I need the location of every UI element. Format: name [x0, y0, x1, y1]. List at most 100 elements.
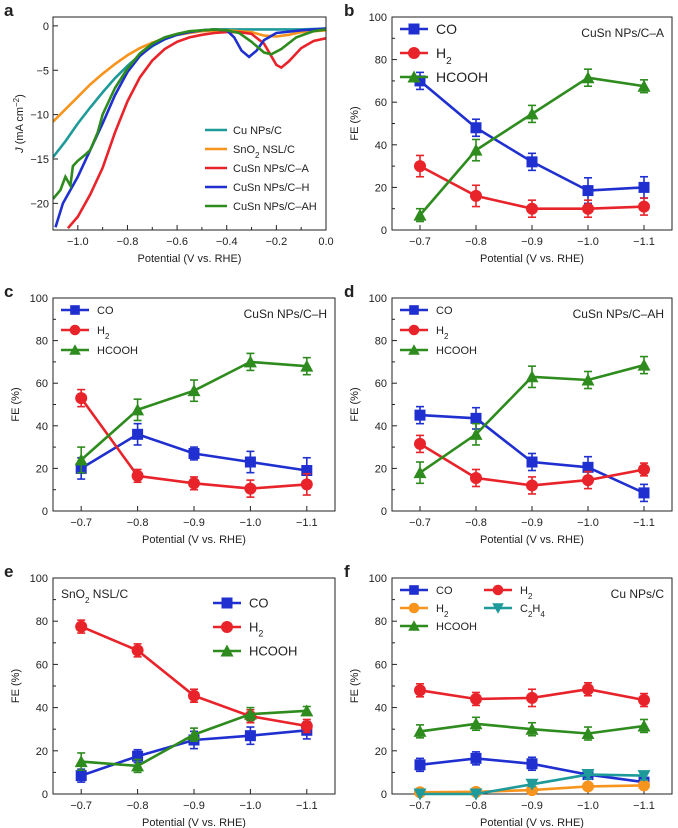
legend-marker [492, 603, 504, 614]
y-tick-label: 20 [375, 182, 387, 194]
y-tick-label: 60 [36, 659, 48, 671]
data-point [188, 477, 200, 490]
y-axis-label: FE (%) [349, 669, 361, 703]
data-point [470, 752, 482, 764]
x-tick-label: −1.0 [577, 236, 599, 248]
data-point [581, 727, 595, 740]
y-tick-label: 60 [375, 97, 387, 109]
data-point [637, 79, 651, 92]
legend-item: HCOOH [400, 344, 477, 357]
data-point [637, 719, 651, 732]
series-4 [413, 716, 651, 741]
x-tick-label: −1.0 [240, 800, 262, 812]
data-point [581, 71, 595, 84]
data-point [188, 689, 200, 702]
data-point [413, 724, 427, 737]
legend-entry: CuSn NPs/C–AH [233, 201, 317, 213]
data-point [243, 707, 257, 720]
legend-marker [408, 344, 420, 355]
legend-marker [492, 584, 504, 596]
data-point [131, 759, 145, 772]
data-point [470, 122, 482, 134]
x-axis-label: Potential (V vs. RHE) [142, 534, 246, 546]
y-tick-label: 100 [369, 573, 387, 585]
legend-label: CO [436, 305, 453, 317]
data-point [526, 758, 538, 770]
panel-label-b: b [344, 1, 354, 20]
series-1 [75, 619, 313, 734]
x-tick-label: −0.9 [183, 800, 205, 812]
legend-item: CO [400, 305, 453, 317]
y-tick-label: 80 [375, 336, 387, 348]
data-point [638, 181, 650, 193]
data-point [525, 722, 539, 735]
data-point [526, 479, 538, 492]
y-tick-label: −20 [30, 198, 49, 210]
data-point [582, 461, 594, 473]
y-tick-label: 80 [375, 55, 387, 67]
data-point [638, 694, 650, 707]
legend-item: H2 [400, 45, 452, 67]
data-point [638, 487, 650, 499]
y-tick-label: 60 [375, 378, 387, 390]
y-tick-label: 60 [36, 378, 48, 390]
data-point [75, 392, 88, 405]
curve-3 [54, 27, 326, 228]
legend-marker [69, 324, 81, 336]
series-3 [413, 769, 651, 801]
series-line [80, 397, 307, 490]
x-tick-label: −0.8 [127, 800, 149, 812]
legend-marker [70, 305, 80, 315]
y-axis-label: FE (%) [349, 106, 361, 140]
y-tick-label: −10 [30, 110, 49, 122]
legend-item: CO [400, 21, 457, 37]
data-point [132, 750, 144, 762]
x-axis-label: Potential (V vs. RHE) [138, 253, 242, 265]
data-point [413, 788, 427, 801]
data-point [413, 466, 427, 479]
x-tick-label: −0.7 [409, 236, 431, 248]
x-tick-label: −1.0 [67, 236, 89, 248]
data-point [470, 471, 482, 484]
data-point [414, 437, 426, 450]
series-line [419, 76, 645, 216]
x-axis-label: Potential (V vs. RHE) [142, 817, 246, 828]
y-tick-label: 100 [30, 573, 48, 585]
panel-c: c 0 20 40 60 80 100 −0.7 −0.8 −0.9 −1.0 −1.1 Potenti… [4, 282, 336, 546]
x-tick-label: −0.6 [166, 236, 188, 248]
legend-item: C2H4 [484, 603, 545, 618]
panel-label-a: a [4, 1, 14, 20]
panel-label-d: d [344, 282, 354, 301]
data-point [131, 403, 145, 416]
data-point [637, 770, 651, 783]
x-tick-label: −1.1 [296, 517, 318, 529]
legend-label: CO [436, 585, 453, 597]
y-tick-label: 100 [369, 293, 387, 305]
data-point [300, 719, 313, 732]
series-1 [414, 681, 650, 708]
data-point [582, 202, 594, 215]
panel-title: SnO2 NSL/C [61, 587, 128, 605]
y-tick-label: 0 [43, 21, 49, 33]
data-point [581, 373, 595, 386]
series-2 [413, 355, 651, 485]
series-1 [414, 434, 650, 495]
data-point [638, 779, 650, 792]
data-point [414, 160, 426, 173]
data-point [637, 358, 651, 371]
legend-entry: Cu NPs/C [233, 125, 282, 137]
panel-title: CuSn NPs/C–H [244, 307, 327, 321]
data-point [75, 770, 87, 782]
x-tick-label: −0.7 [409, 800, 431, 812]
y-tick-label: 0 [381, 225, 387, 237]
legend-label: H2 [436, 325, 449, 341]
data-point [187, 384, 201, 397]
panel-label-e: e [4, 562, 13, 581]
y-tick-label: 0 [381, 789, 387, 801]
legend-entry: CuSn NPs/C–A [233, 163, 309, 175]
data-point [414, 759, 426, 771]
x-axis-label: Potential (V vs. RHE) [480, 253, 584, 265]
panel-f: f 0 20 40 60 80 100 −0.7 −0.8 −0.9 −1.0 −1.1 Potenti… [344, 562, 673, 828]
curve-0 [53, 27, 326, 158]
x-tick-label: −0.8 [465, 517, 487, 529]
